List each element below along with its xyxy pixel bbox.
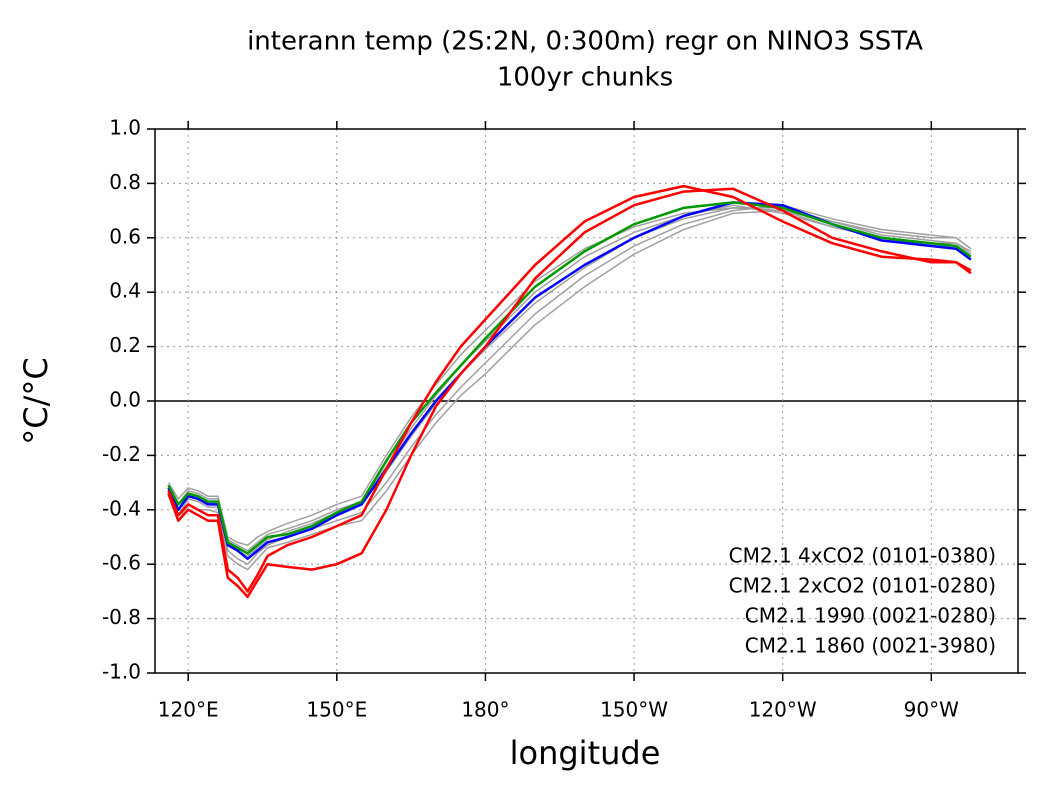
plot-frame xyxy=(154,128,1019,674)
y-tick-label: -1.0 xyxy=(102,660,141,684)
y-axis-label: °C/°C xyxy=(17,357,55,444)
y-tick-label: 0.6 xyxy=(109,224,141,248)
x-tick-label: 150°W xyxy=(600,698,668,722)
series-line xyxy=(167,207,972,546)
series-line xyxy=(167,204,972,552)
legend-entry: CM2.1 1990 (0021-0280) xyxy=(745,604,996,628)
series-line xyxy=(167,209,972,571)
x-tick-label: 120°W xyxy=(749,698,817,722)
x-tick-label: 180° xyxy=(461,698,509,722)
legend-entry: CM2.1 2xCO2 (0101-0280) xyxy=(729,574,996,598)
y-tick-label: -0.6 xyxy=(102,551,141,575)
series-line xyxy=(167,184,972,593)
x-tick-label: 90°W xyxy=(904,698,959,722)
series-line xyxy=(167,207,972,557)
y-tick-label: 1.0 xyxy=(109,116,141,140)
y-tick-label: 0.0 xyxy=(109,388,141,412)
x-axis-label: longitude xyxy=(510,734,661,772)
y-tick-label: 0.2 xyxy=(109,333,141,357)
y-tick-label: -0.8 xyxy=(102,605,141,629)
y-tick-label: 0.8 xyxy=(109,170,141,194)
x-tick-label: 120°E xyxy=(158,698,219,722)
series-line xyxy=(167,201,972,561)
y-tick-label: 0.4 xyxy=(109,279,141,303)
x-tick-label: 150°E xyxy=(306,698,367,722)
chart-subtitle: 100yr chunks xyxy=(497,63,673,93)
y-tick-label: -0.4 xyxy=(102,496,141,520)
series-line xyxy=(167,201,972,555)
chart-title: interann temp (2S:2N, 0:300m) regr on NI… xyxy=(247,27,923,57)
legend-entry: CM2.1 4xCO2 (0101-0380) xyxy=(729,544,996,568)
y-tick-label: -0.2 xyxy=(102,442,141,466)
legend-entry: CM2.1 1860 (0021-3980) xyxy=(745,634,996,658)
